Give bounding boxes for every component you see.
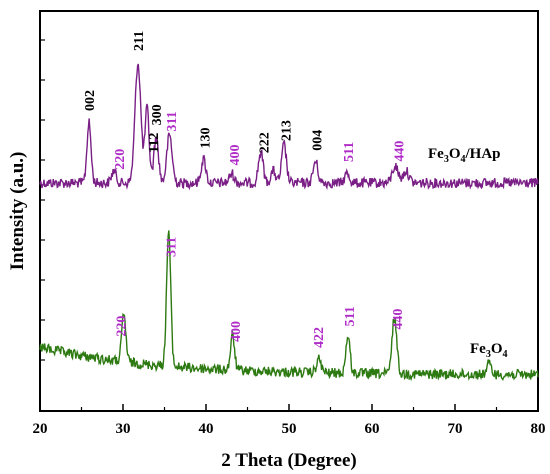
peak-label: 300 (150, 104, 165, 125)
peak-label: 222 (257, 132, 272, 153)
peak-label: 002 (83, 90, 98, 111)
plot-frame (39, 10, 539, 412)
peak-label: 311 (165, 111, 180, 131)
peak-label: 130 (198, 127, 213, 148)
series-label-1: Fe3O4 (470, 341, 508, 360)
peak-label: 004 (310, 130, 325, 151)
peak-label: 400 (229, 321, 244, 342)
peak-label: 511 (342, 142, 357, 162)
peak-label: 422 (312, 327, 327, 348)
x-tick-label: 70 (448, 421, 463, 437)
series-line-0 (39, 63, 539, 191)
peak-label: 220 (115, 316, 130, 337)
series-label-part: 4 (503, 349, 508, 360)
peak-label: 112 (147, 133, 162, 153)
x-tick-label: 50 (282, 421, 297, 437)
peak-label: 311 (164, 237, 179, 257)
series-label-part: 3 (486, 349, 491, 360)
x-axis-ticks: 20 30 40 50 60 70 80 (33, 404, 546, 437)
x-tick-label: 30 (116, 421, 131, 437)
series-label-part: 4 (461, 154, 466, 165)
peak-label: 511 (343, 306, 358, 326)
x-tick-label: 20 (33, 421, 48, 437)
series-label-0: Fe3O4/HAp (428, 146, 501, 165)
series-label-part: O (449, 146, 461, 162)
x-tick-label: 40 (199, 421, 214, 437)
x-axis-title: 2 Theta (Degree) (221, 450, 356, 471)
y-axis-title: Intensity (a.u.) (7, 152, 28, 271)
peak-label: 400 (228, 145, 243, 166)
y-axis-ticks (40, 39, 45, 361)
series-line-1 (39, 230, 539, 382)
peak-label: 213 (280, 120, 295, 141)
x-tick-label: 60 (365, 421, 380, 437)
x-tick-label: 80 (531, 421, 546, 437)
series-label-part: Fe (470, 341, 486, 357)
peak-label: 220 (113, 149, 128, 170)
series-label-part: /HAp (465, 146, 501, 162)
peak-label: 440 (393, 141, 408, 162)
series-label-part: 3 (444, 154, 449, 165)
series-label-part: O (491, 341, 503, 357)
series-lines (39, 63, 539, 382)
peak-label: 211 (132, 31, 147, 51)
series-label-part: Fe (428, 146, 444, 162)
peak-label: 440 (391, 309, 406, 330)
